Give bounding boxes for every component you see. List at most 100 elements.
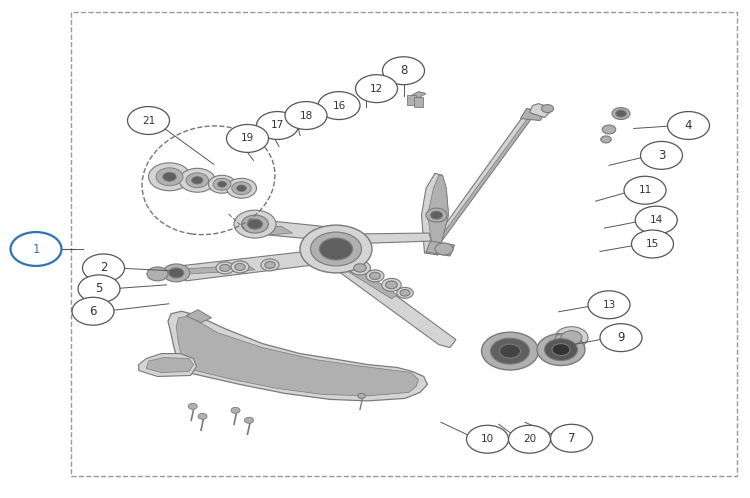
Circle shape — [490, 338, 530, 364]
Circle shape — [635, 206, 677, 234]
Polygon shape — [146, 358, 194, 373]
Circle shape — [616, 110, 626, 117]
Text: 2: 2 — [100, 261, 107, 274]
Text: 17: 17 — [271, 121, 284, 130]
Polygon shape — [256, 226, 292, 235]
Circle shape — [216, 262, 234, 274]
Circle shape — [213, 178, 231, 190]
Polygon shape — [433, 116, 532, 248]
Circle shape — [10, 232, 62, 266]
Text: 20: 20 — [523, 434, 536, 444]
Circle shape — [350, 261, 370, 275]
Text: 13: 13 — [602, 300, 616, 310]
Circle shape — [632, 230, 674, 258]
Circle shape — [612, 108, 630, 120]
Circle shape — [601, 136, 611, 143]
Circle shape — [588, 291, 630, 319]
Text: 10: 10 — [481, 434, 494, 444]
Polygon shape — [256, 220, 336, 240]
Circle shape — [370, 272, 380, 279]
Text: 16: 16 — [332, 101, 346, 111]
Polygon shape — [168, 311, 428, 401]
Text: 3: 3 — [658, 149, 665, 162]
Circle shape — [430, 211, 442, 219]
Polygon shape — [334, 260, 456, 348]
Polygon shape — [339, 233, 431, 244]
Circle shape — [366, 270, 384, 282]
Polygon shape — [426, 241, 454, 256]
Circle shape — [356, 75, 398, 103]
Polygon shape — [411, 92, 426, 98]
Circle shape — [544, 339, 578, 361]
Polygon shape — [406, 95, 416, 105]
Circle shape — [188, 403, 197, 409]
Circle shape — [231, 261, 249, 273]
Polygon shape — [530, 104, 554, 118]
Circle shape — [500, 344, 520, 358]
Circle shape — [148, 163, 190, 191]
Circle shape — [235, 263, 245, 270]
Circle shape — [602, 125, 616, 134]
Circle shape — [382, 278, 401, 291]
Polygon shape — [139, 354, 196, 376]
Circle shape — [426, 208, 447, 222]
Circle shape — [550, 424, 592, 452]
Circle shape — [537, 334, 585, 366]
Polygon shape — [338, 260, 398, 299]
Circle shape — [226, 178, 256, 198]
Text: 7: 7 — [568, 432, 575, 445]
Circle shape — [234, 210, 276, 238]
Circle shape — [318, 92, 360, 120]
Text: 12: 12 — [370, 84, 383, 94]
Circle shape — [600, 324, 642, 352]
Polygon shape — [430, 114, 532, 248]
Text: 21: 21 — [142, 116, 155, 125]
Text: 1: 1 — [32, 243, 40, 255]
Circle shape — [242, 215, 268, 233]
Circle shape — [232, 182, 251, 195]
Circle shape — [198, 413, 207, 419]
Circle shape — [555, 334, 570, 344]
Circle shape — [147, 267, 168, 281]
Text: 6: 6 — [89, 305, 97, 318]
Circle shape — [552, 344, 570, 356]
Circle shape — [435, 243, 453, 255]
Polygon shape — [169, 265, 255, 275]
Text: 19: 19 — [241, 133, 254, 143]
Circle shape — [624, 176, 666, 204]
Text: 4: 4 — [685, 119, 692, 132]
Circle shape — [354, 264, 366, 272]
Circle shape — [220, 264, 230, 271]
Polygon shape — [171, 249, 336, 281]
Circle shape — [300, 225, 372, 273]
Circle shape — [244, 417, 254, 423]
Circle shape — [128, 107, 170, 134]
Circle shape — [382, 57, 424, 85]
Circle shape — [78, 275, 120, 303]
Circle shape — [285, 102, 327, 129]
Circle shape — [169, 268, 184, 278]
Text: 15: 15 — [646, 239, 659, 249]
Circle shape — [509, 425, 550, 453]
Circle shape — [386, 281, 398, 289]
Circle shape — [466, 425, 509, 453]
Circle shape — [482, 332, 538, 370]
Circle shape — [261, 259, 279, 271]
Circle shape — [209, 175, 236, 193]
Circle shape — [256, 112, 298, 139]
Circle shape — [72, 297, 114, 325]
Circle shape — [156, 168, 183, 186]
Polygon shape — [520, 109, 546, 121]
Polygon shape — [186, 310, 211, 323]
Text: 18: 18 — [299, 111, 313, 121]
Circle shape — [358, 393, 365, 398]
Circle shape — [82, 254, 124, 282]
Circle shape — [226, 124, 268, 152]
Text: 11: 11 — [638, 185, 652, 195]
Polygon shape — [176, 316, 419, 396]
Text: 14: 14 — [650, 215, 663, 225]
Text: 5: 5 — [95, 282, 103, 295]
Circle shape — [555, 327, 588, 349]
Circle shape — [237, 185, 246, 192]
Circle shape — [561, 331, 582, 345]
